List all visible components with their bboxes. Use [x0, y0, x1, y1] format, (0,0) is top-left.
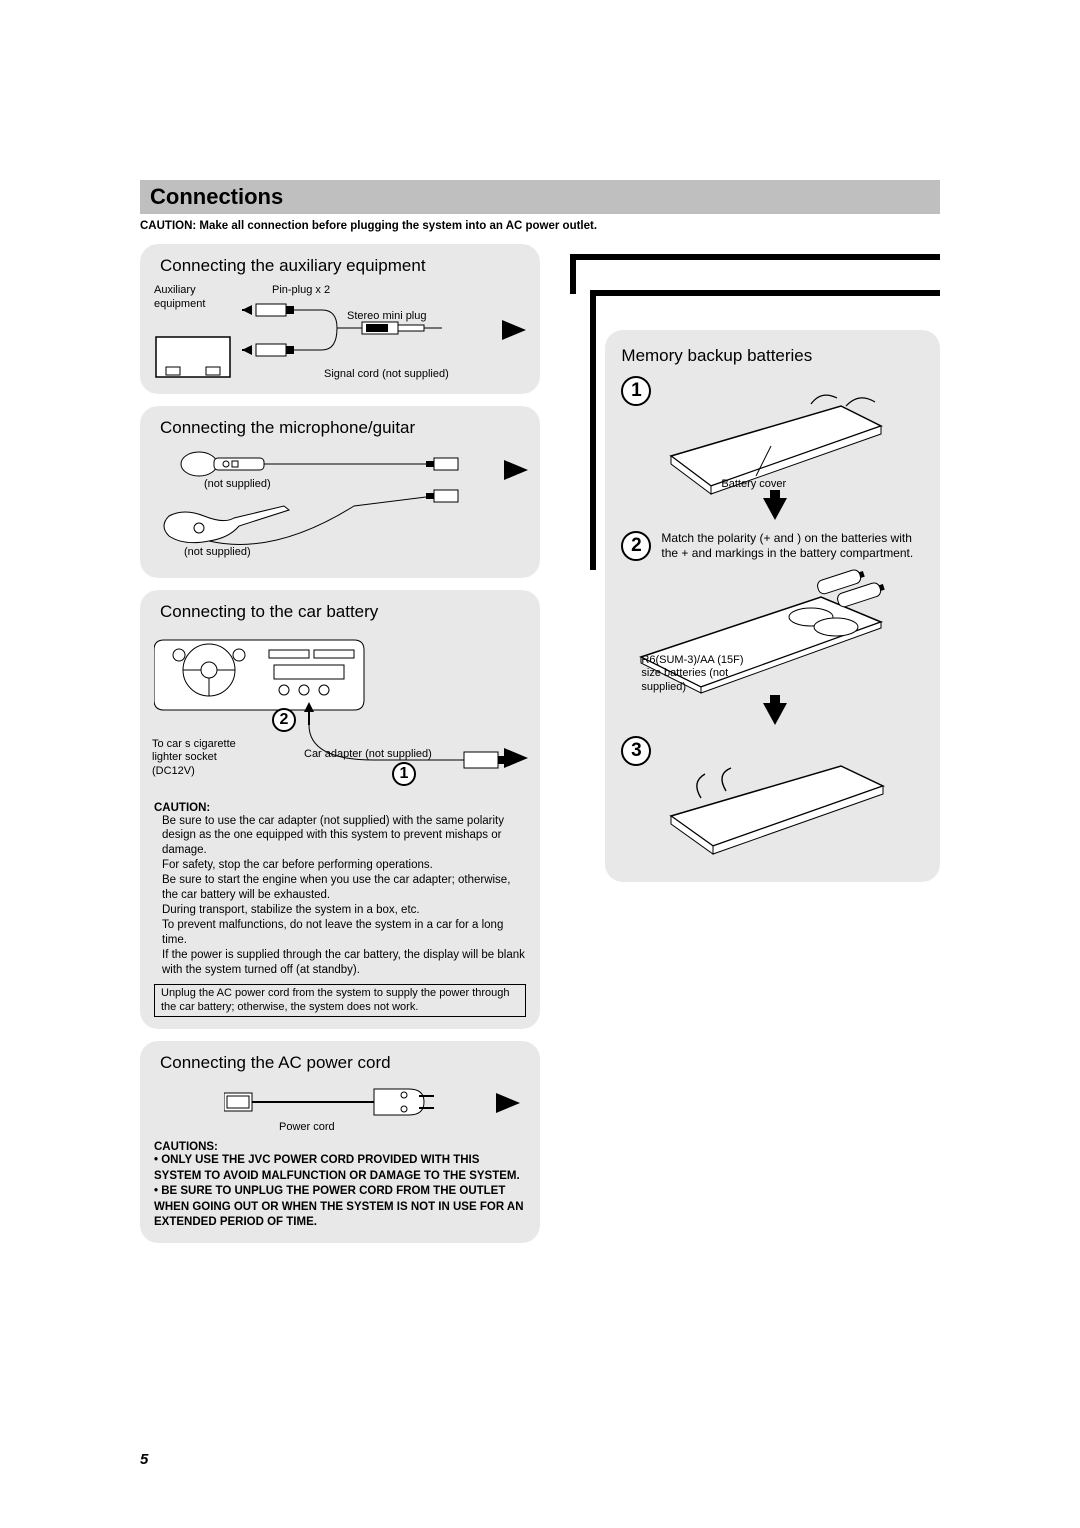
aux-equipment-label: Auxiliary equipment: [154, 284, 234, 312]
page-number: 5: [140, 1451, 148, 1468]
arrow-right-icon: [504, 748, 528, 768]
aux-equipment-icon: [154, 312, 234, 382]
aux-panel: Connecting the auxiliary equipment Auxil…: [140, 244, 540, 394]
battery-size-label: R6(SUM-3)/AA (15F) size batteries (not s…: [641, 654, 751, 695]
car-socket-label: To car s cigarette lighter socket (DC12V…: [152, 738, 262, 779]
memory-step1-badge: 1: [621, 376, 651, 406]
battery-cover-label: Battery cover: [721, 478, 928, 492]
ac-cautions-heading: CAUTIONS:: [154, 1141, 526, 1153]
arrow-down-icon: [763, 703, 787, 725]
memory-panel: Memory backup batteries 1 Battery cover: [605, 330, 940, 882]
right-column: Memory backup batteries 1 Battery cover: [570, 244, 940, 1255]
connector-line-a: [570, 254, 940, 294]
arrow-down-icon: [763, 498, 787, 520]
car-panel: Connecting to the car battery: [140, 590, 540, 1030]
pin-plug-label: Pin-plug x 2: [272, 284, 494, 298]
aux-cable-icon: [242, 298, 472, 368]
header-caution: CAUTION: Make all connection before plug…: [140, 214, 940, 244]
left-column: Connecting the auxiliary equipment Auxil…: [140, 244, 540, 1255]
mic-title: Connecting the microphone/guitar: [160, 418, 526, 438]
arrow-right-icon: [504, 460, 528, 480]
car-title: Connecting to the car battery: [160, 602, 526, 622]
two-column-layout: Connecting the auxiliary equipment Auxil…: [140, 244, 940, 1255]
power-cord-icon: [224, 1081, 454, 1125]
arrow-right-icon: [496, 1093, 520, 1113]
signal-cord-label: Signal cord (not supplied): [324, 368, 494, 382]
memory-step3-badge: 3: [621, 736, 651, 766]
ac-bullet-1: • ONLY USE THE JVC POWER CORD PROVIDED W…: [154, 1153, 526, 1184]
power-cord-label: Power cord: [279, 1121, 335, 1135]
stereo-mini-label: Stereo mini plug: [347, 310, 494, 324]
mic-not-supplied-b: (not supplied): [184, 546, 251, 560]
section-header: Connections: [140, 180, 940, 214]
ac-panel: Connecting the AC power cord Power cord …: [140, 1041, 540, 1243]
memory-step2-badge: 2: [621, 531, 651, 561]
mic-panel: Connecting the microphone/guitar: [140, 406, 540, 578]
car-caution-body: Be sure to use the car adapter (not supp…: [154, 814, 526, 978]
memory-step-1: 1 Battery cover: [621, 376, 928, 492]
ac-title: Connecting the AC power cord: [160, 1053, 526, 1073]
memory-step-3: 3: [621, 736, 928, 856]
arrow-right-icon: [502, 320, 526, 340]
car-step-2-badge: 2: [272, 708, 296, 732]
car-step-1-badge: 1: [392, 762, 416, 786]
ac-bullet-2: • BE SURE TO UNPLUG THE POWER CORD FROM …: [154, 1184, 526, 1231]
car-caution-heading: CAUTION:: [154, 802, 526, 814]
car-adapter-label: Car adapter (not supplied): [304, 748, 432, 762]
car-boxed-note: Unplug the AC power cord from the system…: [154, 984, 526, 1018]
mic-not-supplied-a: (not supplied): [204, 478, 271, 492]
memory-title: Memory backup batteries: [621, 346, 928, 366]
memory-step-2: 2 Match the polarity (+ and ) on the bat…: [621, 531, 928, 561]
battery-cover-close-icon: [661, 736, 891, 856]
aux-title: Connecting the auxiliary equipment: [160, 256, 526, 276]
memory-step2-text: Match the polarity (+ and ) on the batte…: [661, 531, 928, 561]
